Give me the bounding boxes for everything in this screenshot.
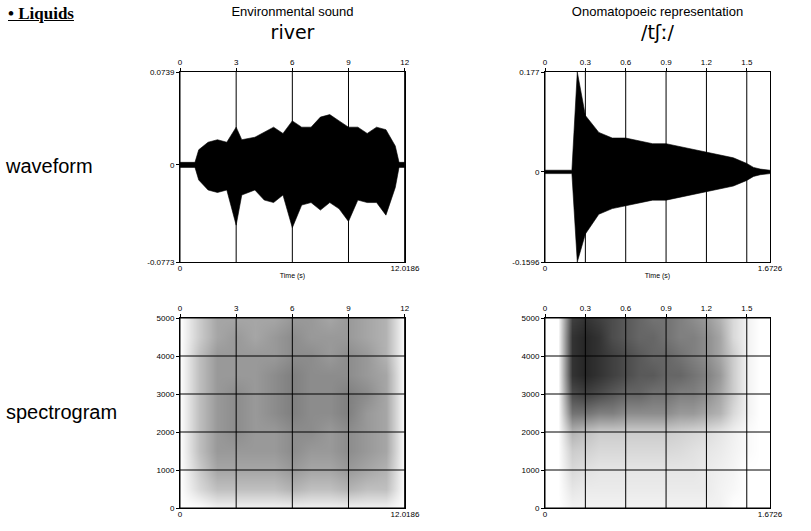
svg-text:1.5: 1.5 — [741, 58, 753, 67]
svg-text:0: 0 — [543, 510, 548, 519]
svg-text:1.2: 1.2 — [701, 58, 713, 67]
svg-text:6: 6 — [290, 58, 295, 67]
svg-text:0: 0 — [178, 510, 183, 519]
svg-text:1.6726: 1.6726 — [758, 264, 783, 273]
svg-text:9: 9 — [346, 58, 351, 67]
html-text:river: river — [270, 21, 315, 43]
svg-text:3000: 3000 — [157, 390, 175, 399]
svg-text:9: 9 — [346, 304, 351, 313]
svg-text:1.2: 1.2 — [701, 304, 713, 313]
svg-text:1.5: 1.5 — [741, 304, 753, 313]
svg-text:0: 0 — [178, 304, 183, 313]
svg-text:0: 0 — [535, 168, 540, 177]
svg-text:0.6: 0.6 — [620, 304, 632, 313]
svg-text:0.3: 0.3 — [580, 58, 592, 67]
svg-text:0.177: 0.177 — [519, 68, 540, 77]
svg-text:12.0186: 12.0186 — [391, 510, 420, 519]
svg-text:0: 0 — [178, 58, 183, 67]
svg-text:12: 12 — [400, 304, 409, 313]
svg-text:0.0739: 0.0739 — [150, 68, 175, 77]
svg-text:4000: 4000 — [157, 352, 175, 361]
svg-text:2000: 2000 — [157, 428, 175, 437]
svg-text:0: 0 — [178, 264, 183, 273]
svg-text:1000: 1000 — [522, 466, 540, 475]
svg-text:Time (s): Time (s) — [280, 272, 305, 280]
svg-text:5000: 5000 — [522, 314, 540, 323]
svg-text:1.6726: 1.6726 — [758, 510, 783, 519]
svg-text:3: 3 — [234, 304, 239, 313]
svg-text:0.6: 0.6 — [620, 58, 632, 67]
svg-text:0: 0 — [170, 161, 175, 170]
svg-text:0: 0 — [543, 264, 548, 273]
svg-text:Time (s): Time (s) — [645, 272, 670, 280]
svg-text:0: 0 — [543, 58, 548, 67]
html-text:Environmental sound: Environmental sound — [231, 4, 354, 19]
html-text:Onomatopoeic representation: Onomatopoeic representation — [571, 4, 744, 19]
svg-text:6: 6 — [290, 304, 295, 313]
svg-text:-0.1596: -0.1596 — [512, 258, 540, 267]
svg-text:-0.0773: -0.0773 — [147, 258, 175, 267]
svg-text:0.3: 0.3 — [580, 304, 592, 313]
html-text:spectrogram: spectrogram — [6, 401, 118, 423]
html-text:• Liquids: • Liquids — [8, 4, 74, 23]
svg-text:0: 0 — [170, 504, 175, 513]
svg-text:0: 0 — [543, 304, 548, 313]
svg-text:1000: 1000 — [157, 466, 175, 475]
svg-text:0: 0 — [535, 504, 540, 513]
html-text:waveform: waveform — [6, 155, 93, 177]
svg-text:5000: 5000 — [157, 314, 175, 323]
svg-text:12: 12 — [400, 58, 409, 67]
html-text:/tʃː/: /tʃː/ — [641, 21, 674, 43]
svg-text:12.0186: 12.0186 — [391, 264, 420, 273]
svg-text:4000: 4000 — [522, 352, 540, 361]
svg-text:0.9: 0.9 — [661, 58, 673, 67]
svg-text:3: 3 — [234, 58, 239, 67]
svg-text:2000: 2000 — [522, 428, 540, 437]
svg-text:0.9: 0.9 — [661, 304, 673, 313]
svg-text:3000: 3000 — [522, 390, 540, 399]
